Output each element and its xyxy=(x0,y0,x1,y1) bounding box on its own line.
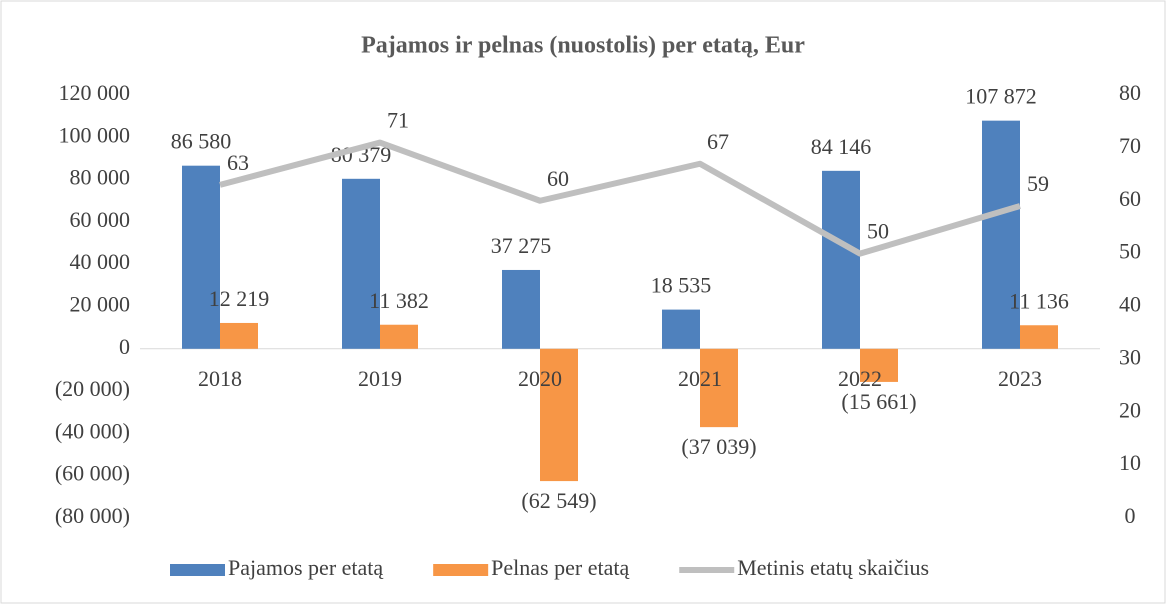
bar xyxy=(982,120,1020,349)
bar xyxy=(380,324,418,349)
y2-tick-label: 50 xyxy=(1119,239,1141,264)
y2-tick-label: 60 xyxy=(1119,186,1141,211)
y-tick-label: 100 000 xyxy=(59,122,131,147)
y2-tick-label: 70 xyxy=(1119,133,1141,158)
data-label: 37 275 xyxy=(491,233,552,258)
data-label: 71 xyxy=(387,108,409,133)
y2-tick-label: 80 xyxy=(1119,80,1141,105)
bar xyxy=(220,322,258,349)
legend-swatch xyxy=(433,564,489,576)
y-tick-label: 60 000 xyxy=(70,207,131,232)
data-label: 12 219 xyxy=(209,286,270,311)
y2-tick-label: 10 xyxy=(1119,450,1141,475)
x-tick-label: 2020 xyxy=(518,366,562,391)
data-label: (62 549) xyxy=(521,488,596,513)
legend-label: Pelnas per etatą xyxy=(491,555,629,580)
x-tick-label: 2023 xyxy=(998,366,1042,391)
y-tick-label: (80 000) xyxy=(55,503,130,528)
legend-label: Pajamos per etatą xyxy=(228,555,383,580)
y-tick-label: 120 000 xyxy=(59,80,131,105)
x-tick-label: 2019 xyxy=(358,366,402,391)
y-tick-label: 0 xyxy=(119,334,130,359)
legend-label: Metinis etatų skaičius xyxy=(737,555,929,580)
y-tick-label: (60 000) xyxy=(55,461,130,486)
bar xyxy=(540,348,578,482)
y-tick-label: 20 000 xyxy=(70,292,131,317)
bar xyxy=(860,348,898,382)
legend-swatch xyxy=(170,564,225,576)
y-tick-label: (20 000) xyxy=(55,376,130,401)
y2-tick-label: 40 xyxy=(1119,292,1141,317)
data-label: (37 039) xyxy=(681,434,756,459)
data-label: 11 382 xyxy=(369,288,429,313)
x-tick-label: 2021 xyxy=(678,366,722,391)
y2-tick-label: 0 xyxy=(1125,503,1136,528)
y2-tick-label: 30 xyxy=(1119,344,1141,369)
chart-title: Pajamos ir pelnas (nuostolis) per etatą,… xyxy=(361,33,805,59)
bar xyxy=(700,348,738,428)
data-label: 60 xyxy=(547,166,569,191)
bar xyxy=(1020,325,1058,349)
data-label: 59 xyxy=(1027,171,1049,196)
data-label: 84 146 xyxy=(811,134,872,159)
data-label: 11 136 xyxy=(1009,288,1069,313)
y-tick-label: 40 000 xyxy=(70,249,131,274)
bar xyxy=(182,165,220,349)
y-tick-label: 80 000 xyxy=(70,165,131,190)
bar xyxy=(502,269,540,349)
bar xyxy=(662,309,700,349)
data-label: 50 xyxy=(867,219,889,244)
bar xyxy=(342,178,380,349)
data-label: 63 xyxy=(227,150,249,175)
y-tick-label: (40 000) xyxy=(55,418,130,443)
data-label: 107 872 xyxy=(965,84,1037,109)
data-label: 67 xyxy=(707,129,729,154)
x-tick-label: 2018 xyxy=(198,366,242,391)
data-label: (15 661) xyxy=(841,389,916,414)
y2-tick-label: 20 xyxy=(1119,397,1141,422)
x-tick-label: 2022 xyxy=(838,366,882,391)
bar xyxy=(822,170,860,349)
data-label: 18 535 xyxy=(651,273,712,298)
line xyxy=(219,139,1021,257)
data-label: 86 580 xyxy=(171,129,232,154)
